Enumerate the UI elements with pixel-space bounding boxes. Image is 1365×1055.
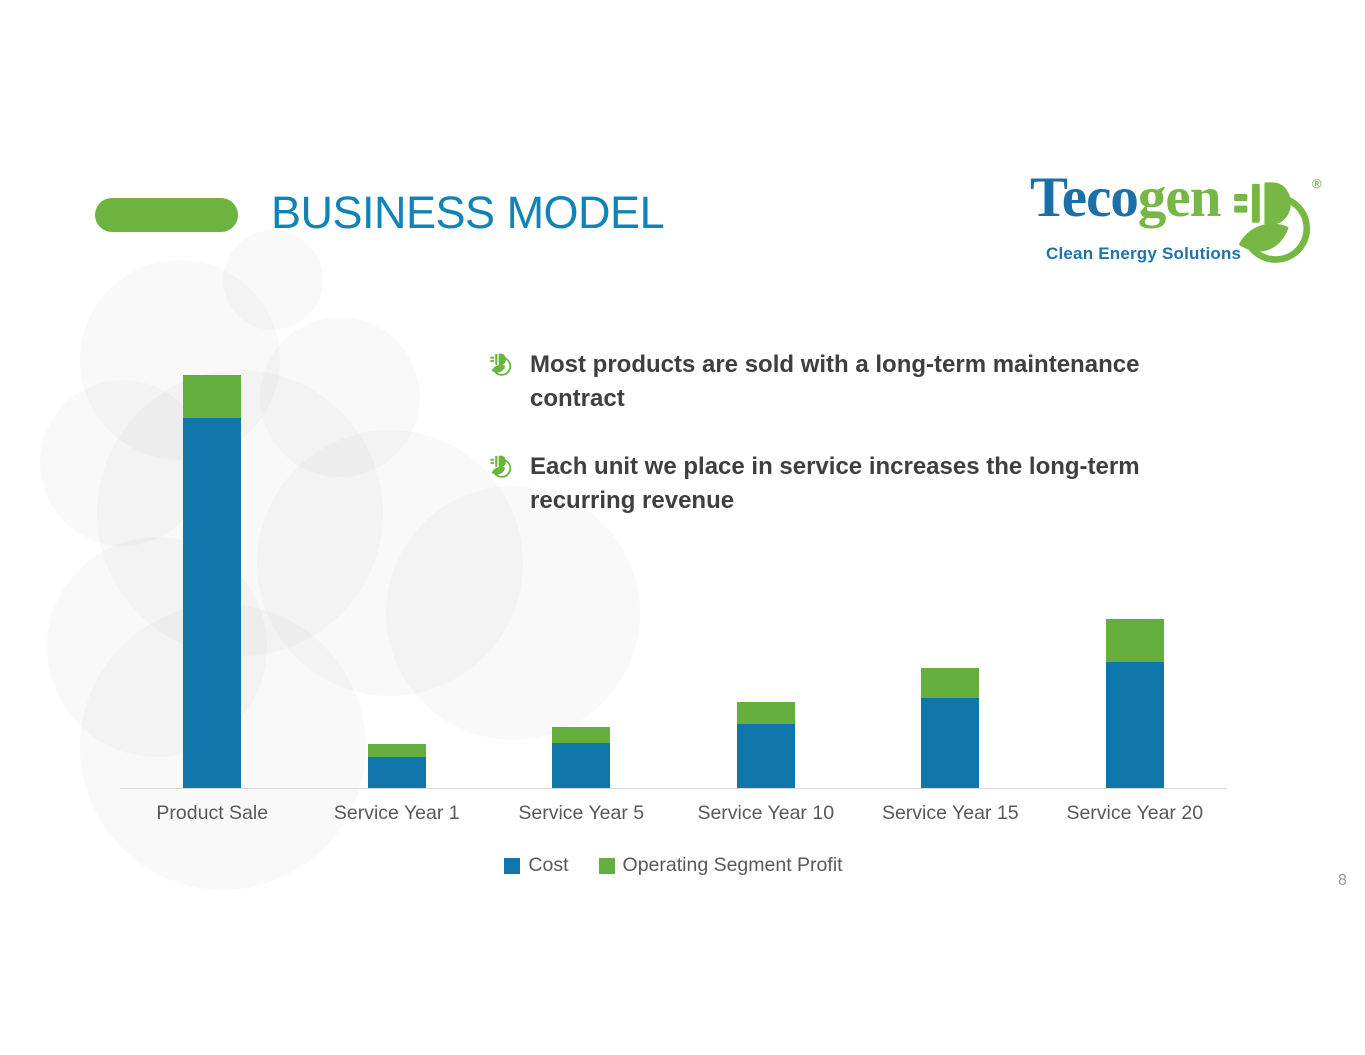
logo-wordmark-gen: gen (1137, 166, 1221, 229)
background-circle (80, 260, 280, 460)
bar-column (305, 368, 490, 788)
bullet-text: Each unit we place in service increases … (530, 453, 1140, 514)
bar-segment-cost (921, 698, 980, 788)
background-circle (40, 380, 206, 546)
category-label: Service Year 1 (333, 802, 460, 824)
bar-column (489, 368, 674, 788)
bar-stack (552, 727, 611, 788)
chart-plot (120, 368, 1227, 789)
legend-label: Cost (528, 854, 569, 876)
bar-segment-cost (183, 418, 242, 788)
bar-column (1043, 368, 1228, 788)
bar-segment-profit (736, 702, 795, 724)
bar-column (674, 368, 859, 788)
bar-segment-profit (183, 375, 242, 418)
bar-stack (183, 375, 242, 788)
category-label: Product Sale (156, 802, 269, 824)
legend-swatch (598, 857, 615, 874)
bullet-text: Most products are sold with a long-term … (530, 351, 1140, 412)
logo-wordmark-teco: Teco (1030, 166, 1139, 229)
chart-legend: Cost Operating Segment Profit (120, 854, 1227, 877)
background-circle (223, 230, 323, 330)
background-circle (386, 486, 640, 740)
bar-stack (367, 744, 426, 788)
bullet-list: Most products are sold with a long-term … (490, 348, 1210, 518)
bar-segment-profit (367, 744, 426, 757)
bar-segment-profit (552, 727, 611, 743)
category-label: Service Year 20 (1066, 802, 1204, 824)
category-label: Service Year 10 (697, 802, 835, 824)
bar-stack (736, 702, 795, 788)
tecogen-logo: Tecogen ® Clean Energy Solutions (1030, 168, 1330, 288)
bar-segment-cost (552, 743, 611, 788)
registered-trademark-symbol: ® (1312, 176, 1322, 191)
background-circle (257, 430, 523, 696)
bar-segment-cost (736, 724, 795, 788)
list-item: Most products are sold with a long-term … (490, 348, 1210, 416)
title-accent-pill (95, 198, 238, 232)
logo-wordmark: Tecogen (1030, 166, 1221, 229)
bar-segment-cost (1105, 662, 1164, 788)
bar-segment-profit (1105, 619, 1164, 662)
bar-segment-profit (921, 668, 980, 698)
plug-leaf-icon (1234, 173, 1312, 271)
bar-segment-cost (367, 757, 426, 788)
bar-column (120, 368, 305, 788)
bar-column (858, 368, 1043, 788)
legend-item: Cost (504, 854, 569, 877)
legend-item: Operating Segment Profit (598, 854, 843, 877)
bar-stack (1105, 619, 1164, 788)
page-number: 8 (1338, 872, 1347, 889)
logo-tagline: Clean Energy Solutions (1046, 244, 1242, 263)
legend-label: Operating Segment Profit (622, 854, 843, 876)
background-circle (260, 317, 420, 477)
category-label: Service Year 5 (518, 802, 645, 824)
list-item: Each unit we place in service increases … (490, 450, 1210, 518)
category-label: Service Year 15 (881, 802, 1019, 824)
chart-category-labels: Product Sale Service Year 1 Service Year 5… (120, 800, 1227, 826)
bar-stack (921, 668, 980, 788)
legend-swatch (504, 857, 521, 874)
page-title: BUSINESS MODEL (271, 187, 665, 238)
